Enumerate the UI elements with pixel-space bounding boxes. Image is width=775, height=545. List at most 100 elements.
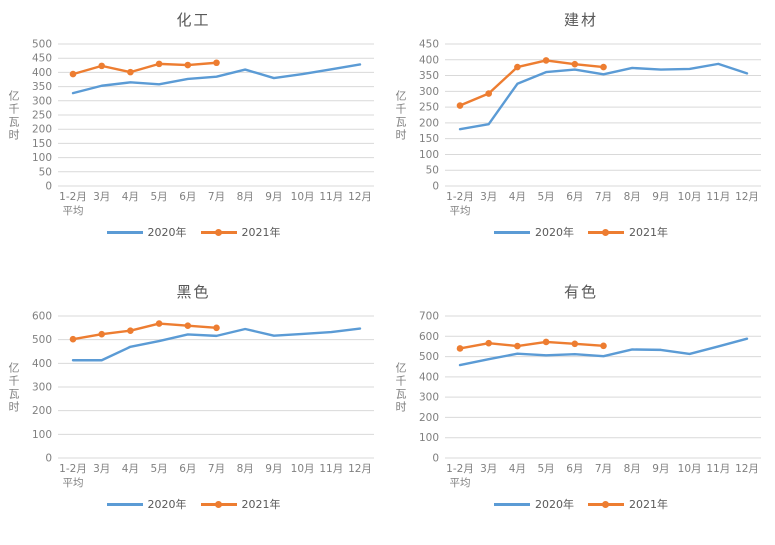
data-point-marker (213, 324, 220, 332)
y-tick-label: 400 (32, 67, 52, 79)
svg-text:亿: 亿 (9, 362, 20, 375)
data-point-marker (184, 322, 192, 330)
legend-item-2021: 2021年 (588, 224, 668, 240)
svg-text:时: 时 (396, 401, 407, 414)
y-tick-label: 300 (419, 86, 439, 98)
x-tick-label: 9月 (265, 191, 282, 203)
x-tick-label: 11月 (706, 191, 730, 203)
y-tick-label: 50 (39, 166, 52, 178)
x-tick-label: 3月 (93, 191, 110, 203)
series-line-2021年 (458, 340, 605, 350)
legend-ferrous: 2020年 2021年 (0, 496, 387, 512)
x-tick-label: 1-2月 (446, 463, 474, 475)
x-tick-label: 平均 (450, 477, 471, 489)
y-tick-label: 0 (45, 181, 52, 193)
y-tick-label: 150 (32, 138, 52, 150)
svg-text:亿: 亿 (9, 90, 20, 103)
x-tick-label: 1-2月 (446, 191, 474, 203)
x-tick-label: 6月 (179, 463, 196, 475)
y-tick-label: 250 (419, 102, 439, 114)
chart-nonferrous: 有色 0 100 200 300 400 500 600 700 亿千瓦时 1-2月 平均 3月 4月 5… (387, 272, 775, 545)
x-tick-label: 11月 (319, 463, 343, 475)
series-line-2021年 (458, 59, 605, 107)
data-point-marker (155, 60, 163, 68)
data-point-marker (571, 60, 579, 68)
x-tick-label: 11月 (706, 463, 730, 475)
x-tick-label: 10月 (678, 191, 702, 203)
x-tick-label: 8月 (624, 463, 641, 475)
svg-text:瓦: 瓦 (9, 388, 20, 401)
x-tick-label: 6月 (566, 191, 583, 203)
data-point-marker (155, 320, 163, 327)
y-tick-label: 100 (32, 429, 52, 441)
y-tick-label: 200 (32, 124, 52, 136)
legend-label-2021: 2021年 (629, 226, 668, 239)
svg-text:瓦: 瓦 (9, 116, 20, 129)
x-tick-label: 3月 (480, 191, 497, 203)
x-tick-label: 6月 (179, 191, 196, 203)
x-tick-label: 10月 (678, 463, 702, 475)
line-swatch-2020 (494, 502, 530, 506)
data-point-marker (98, 62, 105, 70)
series-markers-2021年 (69, 59, 220, 78)
series-markers-2021年 (69, 320, 220, 343)
svg-text:千: 千 (9, 375, 20, 388)
gridlines (58, 43, 374, 187)
x-tick-label: 3月 (93, 463, 110, 475)
y-tick-label: 450 (419, 39, 439, 51)
y-tick-label: 100 (419, 432, 439, 444)
data-point-marker (98, 330, 105, 338)
legend-chemical: 2020年 2021年 (0, 224, 387, 240)
y-tick-label: 350 (32, 81, 52, 93)
gridlines (58, 315, 374, 459)
data-point-marker (456, 102, 464, 109)
x-tick-label: 6月 (566, 463, 583, 475)
gridlines (445, 43, 761, 187)
x-tick-label: 7月 (208, 191, 225, 203)
legend-item-2021: 2021年 (200, 224, 281, 240)
legend-label-2021: 2021年 (629, 498, 668, 511)
y-tick-label: 200 (32, 405, 52, 417)
legend-building-materials: 2020年 2021年 (387, 224, 775, 240)
x-tick-label: 5月 (538, 191, 555, 203)
y-tick-label: 400 (419, 54, 439, 66)
y-tick-label: 100 (419, 149, 439, 161)
series-line-2020年 (71, 63, 362, 95)
svg-text:千: 千 (9, 103, 20, 116)
series-line-2020年 (458, 337, 749, 367)
svg-text:时: 时 (396, 129, 407, 142)
line-marker-swatch-2021 (200, 500, 237, 508)
y-axis-tick-labels: 0 50 100 150 200 250 300 350 400 450 (419, 39, 439, 193)
line-marker-swatch-2021 (200, 228, 237, 236)
y-tick-label: 150 (419, 133, 439, 145)
chart-ferrous: 黑色 0 100 200 300 400 500 600 亿千瓦时 1-2月 平均 3月 4月 5月 6月… (0, 272, 387, 545)
legend-item-2020: 2020年 (494, 224, 574, 240)
x-tick-label: 12月 (735, 463, 759, 475)
x-tick-label: 8月 (237, 191, 254, 203)
y-tick-label: 0 (432, 181, 439, 193)
x-tick-label: 7月 (595, 463, 612, 475)
y-tick-label: 200 (419, 117, 439, 129)
y-tick-label: 500 (32, 39, 52, 51)
y-tick-label: 350 (419, 70, 439, 82)
svg-text:千: 千 (396, 103, 407, 116)
x-tick-label: 3月 (480, 463, 497, 475)
x-tick-label: 12月 (348, 463, 372, 475)
y-tick-label: 500 (32, 334, 52, 346)
series-markers-2021年 (456, 57, 607, 109)
y-tick-label: 450 (32, 53, 52, 65)
y-tick-label: 400 (32, 358, 52, 370)
y-tick-label: 600 (32, 311, 52, 323)
legend-label-2020: 2020年 (535, 498, 574, 511)
svg-text:时: 时 (9, 129, 20, 142)
series-markers-2021年 (456, 338, 607, 352)
data-point-marker (485, 339, 492, 347)
data-point-marker (69, 70, 77, 78)
